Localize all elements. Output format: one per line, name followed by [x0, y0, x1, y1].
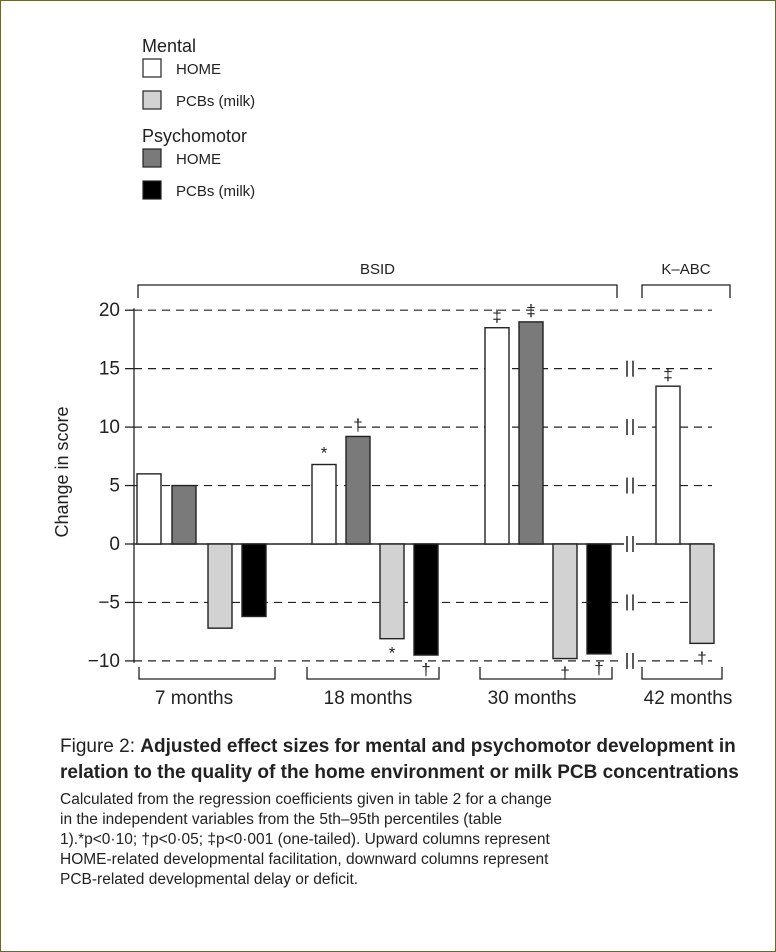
- bar-42-months-mental_home: [655, 385, 681, 545]
- y-axis-title: Change in score: [52, 406, 72, 537]
- bar-7-months-psycho_pcb: [241, 543, 267, 618]
- sig-marker-42-months-mental_home: ‡: [663, 365, 672, 384]
- axis-break-gap-5: [624, 359, 636, 378]
- bar-18-months-psycho_pcb: [413, 543, 439, 656]
- sig-marker-30-months-mental_home: ‡: [492, 307, 501, 326]
- category-bracket-3: [641, 667, 723, 680]
- y-tick-label-6: 20: [99, 300, 120, 321]
- bar-7-months-psycho_home: [171, 484, 197, 545]
- legend-label-mental_pcb: PCBs (milk): [176, 93, 255, 110]
- axis-break-gap-2: [624, 535, 636, 553]
- caption-heading: Figure 2: Adjusted effect sizes for ment…: [60, 734, 760, 786]
- test-group-bracket-0: [137, 284, 618, 298]
- sig-marker-18-months-mental_home: *: [321, 444, 328, 463]
- bar-18-months-mental_pcb: [379, 543, 405, 640]
- sig-marker-42-months-mental_pcb: †: [697, 648, 706, 667]
- figure-caption: Figure 2: Adjusted effect sizes for ment…: [60, 734, 760, 890]
- axis-break-gap-0: [624, 651, 636, 670]
- bar-30-months-psycho_pcb: [586, 543, 612, 655]
- bar-42-months-mental_pcb: [689, 543, 715, 645]
- legend-swatch-psycho_pcb: [142, 180, 162, 200]
- bar-30-months-mental_home: [484, 327, 510, 545]
- bar-18-months-psycho_home: [345, 435, 371, 545]
- caption-text: Calculated from the regression coefficie…: [60, 791, 552, 888]
- sig-marker-30-months-mental_pcb: †: [560, 664, 569, 683]
- legend-swatch-mental_home: [142, 58, 162, 78]
- sig-marker-18-months-psycho_home: †: [353, 415, 362, 434]
- legend-group-title-1: Psychomotor: [142, 126, 247, 146]
- legend-label-psycho_pcb: PCBs (milk): [176, 183, 255, 200]
- sig-marker-18-months-mental_pcb: *: [389, 644, 396, 663]
- category-bracket-0: [138, 667, 276, 680]
- y-tick-label-2: 0: [109, 534, 120, 555]
- legend-group-title-0: Mental: [142, 36, 196, 56]
- category-label-2: 30 months: [488, 688, 577, 709]
- category-label-1: 18 months: [324, 688, 413, 709]
- category-bracket-1: [306, 667, 440, 680]
- category-label-3: 42 months: [644, 688, 733, 709]
- test-group-label-1: K–ABC: [661, 261, 710, 278]
- y-tick-label-3: 5: [109, 476, 120, 497]
- legend-swatch-mental_pcb: [142, 90, 162, 110]
- bar-7-months-mental_pcb: [207, 543, 233, 629]
- bar-18-months-mental_home: [311, 463, 337, 545]
- sig-marker-30-months-psycho_home: ‡: [526, 301, 535, 320]
- bar-7-months-mental_home: [136, 473, 162, 545]
- legend-swatch-psycho_home: [142, 148, 162, 168]
- caption-label: Figure 2:: [60, 736, 141, 757]
- y-tick-label-4: 10: [99, 417, 120, 438]
- caption-title: Adjusted effect sizes for mental and psy…: [60, 736, 739, 783]
- axis-break-gap-4: [624, 418, 636, 437]
- axis-break-gap-3: [624, 476, 636, 495]
- sig-marker-18-months-psycho_pcb: †: [421, 660, 430, 679]
- test-group-bracket-1: [641, 284, 731, 298]
- category-bracket-2: [479, 667, 613, 680]
- y-tick-label-1: −5: [98, 592, 120, 613]
- bar-30-months-psycho_home: [518, 321, 544, 545]
- bar-30-months-mental_pcb: [552, 543, 578, 660]
- test-group-label-0: BSID: [360, 261, 395, 278]
- legend-label-psycho_home: HOME: [176, 151, 221, 168]
- y-tick-label-5: 15: [99, 359, 120, 380]
- axis-break-gap-1: [624, 593, 636, 612]
- sig-marker-30-months-psycho_pcb: †: [594, 659, 603, 678]
- bar-chart: Mental HOME PCBs (milk) Psychomotor HOME PCBs…: [52, 36, 733, 709]
- category-label-0: 7 months: [155, 688, 233, 709]
- legend-label-mental_home: HOME: [176, 61, 221, 78]
- y-tick-label-0: −10: [88, 651, 120, 672]
